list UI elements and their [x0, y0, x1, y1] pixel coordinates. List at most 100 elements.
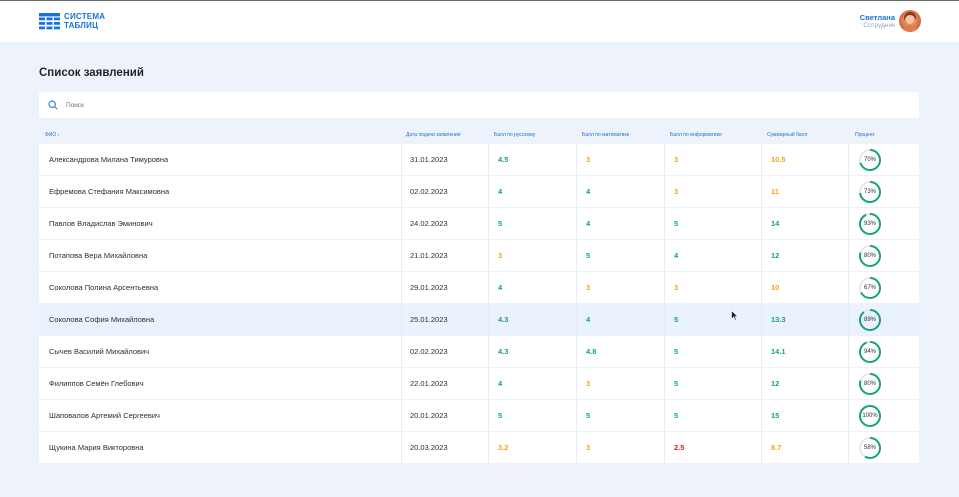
column-divider: [761, 400, 762, 431]
percent-ring: 58%: [858, 436, 882, 460]
cell-date: 29.01.2023: [410, 283, 448, 292]
mouse-cursor-icon: [731, 310, 739, 321]
column-header-total[interactable]: Суммарный балл: [767, 132, 808, 138]
column-header-percent[interactable]: Процент: [855, 132, 875, 138]
progress-ring-icon: [859, 276, 881, 299]
logo-line-2: ТАБЛИЦ: [64, 20, 99, 30]
cell-percent: 80%: [858, 368, 882, 399]
column-divider: [848, 176, 849, 207]
column-divider: [664, 400, 665, 431]
table-row[interactable]: Соколова Полина Арсентьевна 29.01.2023 4 3 3…: [39, 272, 919, 304]
table-logo-icon: [39, 13, 60, 30]
percent-ring: 80%: [858, 372, 882, 396]
progress-ring-icon: [859, 372, 881, 395]
cell-score-informatics: 5: [674, 347, 679, 356]
search-bar[interactable]: [39, 92, 919, 118]
column-divider: [848, 208, 849, 239]
progress-ring-icon: [859, 180, 881, 203]
table-row[interactable]: Потапова Вера Михайловна 21.01.2023 3 5 4 12 8…: [39, 240, 919, 272]
search-input[interactable]: [64, 100, 888, 110]
user-profile[interactable]: Светлана Сотрудник: [860, 10, 921, 32]
cell-percent: 70%: [858, 144, 882, 175]
column-divider: [576, 240, 577, 271]
column-divider: [488, 432, 489, 463]
column-divider: [664, 336, 665, 367]
column-divider: [761, 336, 762, 367]
user-name: Светлана: [859, 12, 895, 22]
table-row[interactable]: Филиппов Семён Глебович 22.01.2023 4 3 5 12 80…: [39, 368, 919, 400]
column-header-fio[interactable]: ФИО↓: [45, 132, 60, 138]
column-divider: [576, 432, 577, 463]
cell-percent: 89%: [858, 304, 882, 335]
percent-label: 58%: [863, 444, 876, 451]
app-header: СИСТЕМА ТАБЛИЦ Светлана Сотрудник: [0, 1, 959, 42]
user-role: Сотрудник: [863, 21, 895, 29]
cell-name: Щукина Мария Викторовна: [49, 443, 144, 452]
avatar[interactable]: [899, 10, 921, 32]
cell-date: 24.02.2023: [410, 219, 448, 228]
cell-score-total: 14.1: [771, 347, 786, 356]
column-divider: [664, 432, 665, 463]
column-divider: [488, 336, 489, 367]
search-icon: [48, 100, 58, 110]
progress-ring-icon: [859, 212, 881, 235]
sort-down-icon[interactable]: ↓: [57, 132, 60, 138]
cell-score-russian: 3.2: [498, 443, 509, 452]
cell-score-total: 11: [771, 187, 779, 196]
percent-ring: 94%: [858, 340, 882, 364]
column-divider: [488, 240, 489, 271]
cell-name: Филиппов Семён Глебович: [49, 379, 144, 388]
column-divider: [401, 176, 402, 207]
column-divider: [401, 208, 402, 239]
cell-name: Сычев Василий Михайлович: [49, 347, 150, 356]
column-divider: [848, 368, 849, 399]
logo-text: СИСТЕМА ТАБЛИЦ: [64, 12, 105, 30]
cell-score-russian: 4.3: [498, 347, 509, 356]
table-row[interactable]: Павлов Владислав Эминович 24.02.2023 5 4 5 14…: [39, 208, 919, 240]
table-row[interactable]: Шаповалов Артемий Сергеевич 20.01.2023 5 5 5…: [39, 400, 919, 432]
cell-name: Александрова Милана Тимуровна: [49, 155, 169, 164]
column-divider: [488, 272, 489, 303]
column-divider: [488, 144, 489, 175]
cell-score-informatics: 5: [674, 379, 679, 388]
column-divider: [576, 208, 577, 239]
column-divider: [664, 368, 665, 399]
cell-score-math: 5: [586, 411, 591, 420]
cell-percent: 67%: [858, 272, 882, 303]
column-divider: [488, 368, 489, 399]
cell-score-math: 3: [586, 443, 591, 452]
cell-name: Потапова Вера Михайловна: [49, 251, 148, 260]
table-row[interactable]: Соколова София Михайловна 25.01.2023 4.3 4 5…: [39, 304, 919, 336]
column-divider: [848, 272, 849, 303]
percent-label: 67%: [863, 284, 876, 291]
cell-score-informatics: 2.5: [674, 443, 685, 452]
percent-ring: 93%: [858, 212, 882, 236]
column-header-math[interactable]: Балл по математике: [582, 132, 630, 138]
column-divider: [576, 176, 577, 207]
column-divider: [761, 176, 762, 207]
cell-score-total: 13.3: [771, 315, 786, 324]
percent-label: 80%: [863, 380, 876, 387]
column-divider: [848, 336, 849, 367]
percent-label: 100%: [862, 412, 878, 419]
cell-name: Шаповалов Артемий Сергеевич: [49, 411, 160, 420]
column-header-date[interactable]: Дата подачи заявления: [406, 132, 461, 138]
logo[interactable]: СИСТЕМА ТАБЛИЦ: [39, 12, 105, 30]
cell-date: 31.01.2023: [410, 155, 448, 164]
column-divider: [761, 272, 762, 303]
column-header-russian[interactable]: Балл по русскому: [494, 132, 536, 138]
progress-ring-icon: [859, 340, 881, 363]
column-divider: [401, 304, 402, 335]
table-row[interactable]: Сычев Василий Михайлович 02.02.2023 4.3 4.8…: [39, 336, 919, 368]
table-row[interactable]: Александрова Милана Тимуровна 31.01.2023 4…: [39, 144, 919, 176]
percent-label: 70%: [863, 156, 876, 163]
column-divider: [761, 304, 762, 335]
table-row[interactable]: Ефремова Стефания Максимовна 02.02.2023 4 4…: [39, 176, 919, 208]
cell-percent: 100%: [858, 400, 882, 431]
cell-score-informatics: 3: [674, 283, 679, 292]
cell-date: 20.03.2023: [410, 443, 448, 452]
progress-ring-icon: [859, 308, 881, 331]
table-row[interactable]: Щукина Мария Викторовна 20.03.2023 3.2 3 2.5…: [39, 432, 919, 464]
column-header-informatics[interactable]: Балл по информатике: [670, 132, 722, 138]
column-divider: [488, 304, 489, 335]
